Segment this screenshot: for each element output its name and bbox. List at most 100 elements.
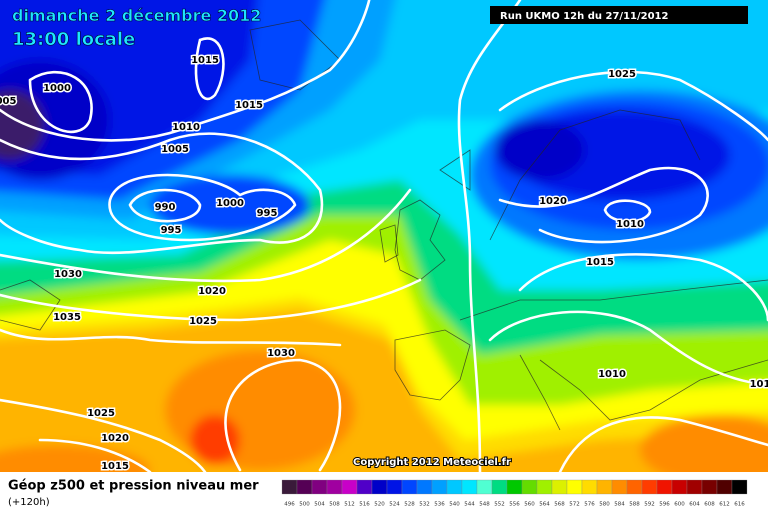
legend-label: 500 <box>299 502 310 508</box>
legend-label: 548 <box>479 502 490 508</box>
legend-swatch <box>296 479 313 495</box>
legend-label: 580 <box>599 502 610 508</box>
legend-label: 596 <box>659 502 670 508</box>
run-box <box>490 6 748 24</box>
isobar-label: 1015 <box>235 100 263 111</box>
legend-swatch <box>416 479 433 495</box>
isobar-label: 1010 <box>616 219 644 230</box>
legend-swatch <box>491 479 508 495</box>
color-legend: 496 500 504 508 512 516 520 524 528 532 536 540 544 5… <box>281 479 748 508</box>
legend-label: 516 <box>359 502 370 508</box>
legend-label: 540 <box>449 502 460 508</box>
legend-swatch <box>671 479 688 495</box>
isobar-label: 1010 <box>598 369 626 380</box>
legend-label: 496 <box>284 502 295 508</box>
coastlines <box>0 19 768 431</box>
legend-label: 564 <box>539 502 550 508</box>
legend-swatch <box>596 479 613 495</box>
legend-swatch <box>311 479 328 495</box>
legend-label: 572 <box>569 502 580 508</box>
isobar-label: 1000 <box>43 83 71 94</box>
legend-swatch <box>431 479 448 495</box>
legend-label: 568 <box>554 502 565 508</box>
isobars <box>0 0 768 472</box>
legend-label: 588 <box>629 502 640 508</box>
isobar-label: 1015 <box>101 461 129 472</box>
legend-swatch <box>446 479 463 495</box>
legend-swatch <box>566 479 583 495</box>
legend-swatch <box>521 479 538 495</box>
legend-label: 528 <box>404 502 415 508</box>
isobar-label: 1015 <box>191 55 219 66</box>
legend-swatch <box>731 479 748 495</box>
legend-swatch <box>401 479 418 495</box>
isobar-label: 1000 <box>216 198 244 209</box>
isobar-label: 995 <box>257 208 278 219</box>
isobar-label: 1020 <box>198 286 226 297</box>
legend-swatch <box>326 479 343 495</box>
legend-swatch <box>356 479 373 495</box>
legend-swatch <box>536 479 553 495</box>
isobar-label: 995 <box>161 225 182 236</box>
legend-label: 552 <box>494 502 505 508</box>
footer-lead: (+120h) <box>8 497 50 508</box>
isobar-label: 1035 <box>53 312 81 323</box>
date-title: dimanche 2 décembre 2012 <box>12 6 261 25</box>
isobar-label: 1025 <box>608 69 636 80</box>
map-field <box>0 0 768 472</box>
isobar-label: 1025 <box>189 316 217 327</box>
legend-label: 604 <box>689 502 700 508</box>
legend-label: 512 <box>344 502 355 508</box>
legend-swatch <box>656 479 673 495</box>
legend-swatch <box>611 479 628 495</box>
legend-label: 508 <box>329 502 340 508</box>
legend-label: 608 <box>704 502 715 508</box>
legend-swatch <box>371 479 388 495</box>
legend-swatch <box>581 479 598 495</box>
legend-label: 560 <box>524 502 535 508</box>
legend-swatch <box>476 479 493 495</box>
isobar-label: 990 <box>155 202 176 213</box>
legend-label: 576 <box>584 502 595 508</box>
legend-swatch <box>281 479 298 495</box>
isobar-label: 1020 <box>101 433 129 444</box>
legend-label: 544 <box>464 502 475 508</box>
legend-label: 536 <box>434 502 445 508</box>
legend-swatch <box>626 479 643 495</box>
isobar-label: 1005 <box>161 144 189 155</box>
legend-swatch <box>506 479 523 495</box>
legend-label: 504 <box>314 502 325 508</box>
legend-swatch <box>386 479 403 495</box>
legend-label: 592 <box>644 502 655 508</box>
legend-label: 556 <box>509 502 520 508</box>
isobar-label: 1030 <box>267 348 295 359</box>
legend-label: 520 <box>374 502 385 508</box>
legend-swatch <box>701 479 718 495</box>
legend-label: 524 <box>389 502 400 508</box>
legend-swatch <box>461 479 478 495</box>
isobar-label: 005 <box>0 96 16 107</box>
legend-label: 600 <box>674 502 685 508</box>
legend-swatch <box>551 479 568 495</box>
time-title: 13:00 locale <box>12 29 135 50</box>
isobar-label: 1020 <box>539 196 567 207</box>
legend-swatch <box>686 479 703 495</box>
legend-swatch <box>716 479 733 495</box>
isobar-label: 1030 <box>54 269 82 280</box>
legend-label: 584 <box>614 502 625 508</box>
legend-label: 532 <box>419 502 430 508</box>
isobar-label: 101 <box>750 379 768 390</box>
copyright: Copyright 2012 Meteociel.fr <box>353 457 511 468</box>
isobar-label: 1025 <box>87 408 115 419</box>
legend-swatch <box>641 479 658 495</box>
legend-label: 616 <box>734 502 745 508</box>
footer-title: Géop z500 et pression niveau mer <box>8 479 259 494</box>
isobar-label: 1010 <box>172 122 200 133</box>
legend-label: 612 <box>719 502 730 508</box>
isobar-labels: 1015 1000 005 1015 1010 1005 990 1000 995 995 1030… <box>0 54 768 474</box>
run-info: Run UKMO 12h du 27/11/2012 <box>500 11 669 22</box>
isobar-label: 1015 <box>586 257 614 268</box>
legend-swatch <box>341 479 358 495</box>
